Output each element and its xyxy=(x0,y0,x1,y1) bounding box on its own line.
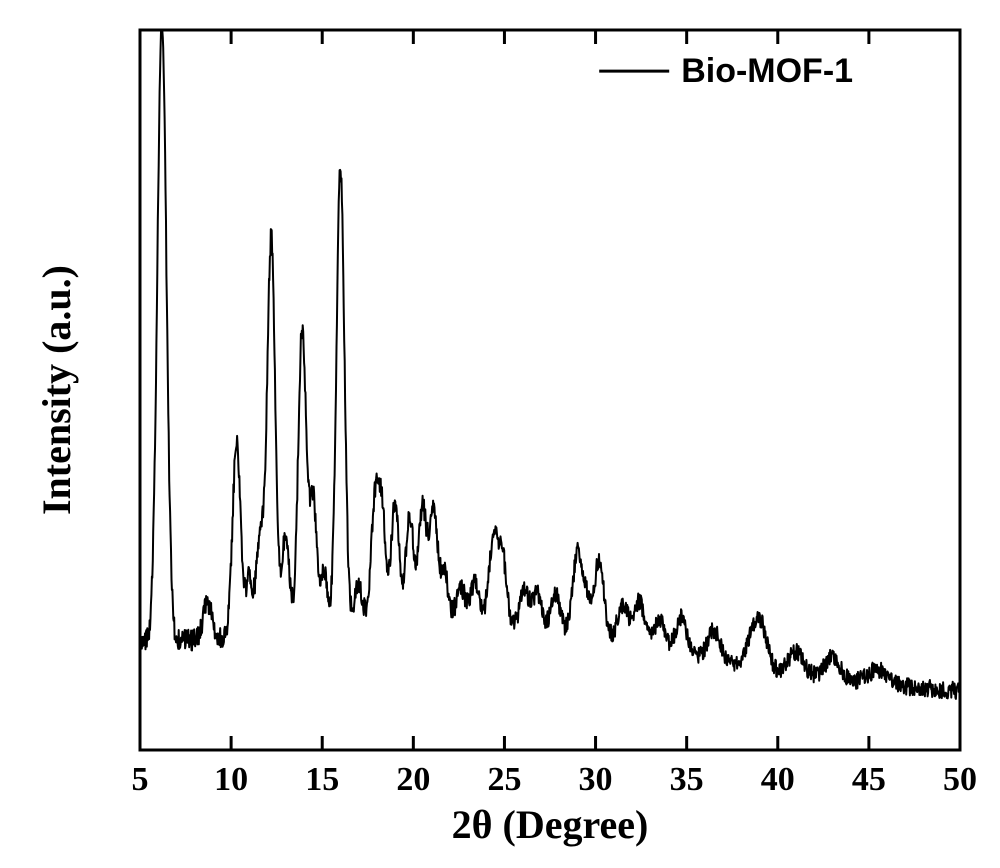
x-tick-label: 15 xyxy=(305,761,339,798)
xrd-plot-svg: 5 10 15 20 25 30 35 40 45 50 2θ (Degree) Intensity … xyxy=(0,0,1000,868)
x-tick-label: 10 xyxy=(214,761,248,798)
x-tick-label: 20 xyxy=(396,761,430,798)
x-tick-label: 30 xyxy=(579,761,613,798)
x-tick-label: 45 xyxy=(852,761,886,798)
x-tick-label: 5 xyxy=(132,761,149,798)
x-tick-label: 40 xyxy=(761,761,795,798)
x-tick-label: 50 xyxy=(943,761,977,798)
chart-container: 5 10 15 20 25 30 35 40 45 50 2θ (Degree) Intensity … xyxy=(0,0,1000,868)
y-axis-label: Intensity (a.u.) xyxy=(34,265,79,515)
x-tick-label: 35 xyxy=(670,761,704,798)
legend-label: Bio-MOF-1 xyxy=(681,52,853,90)
x-tick-label: 25 xyxy=(487,761,521,798)
x-axis-label: 2θ (Degree) xyxy=(452,802,649,847)
